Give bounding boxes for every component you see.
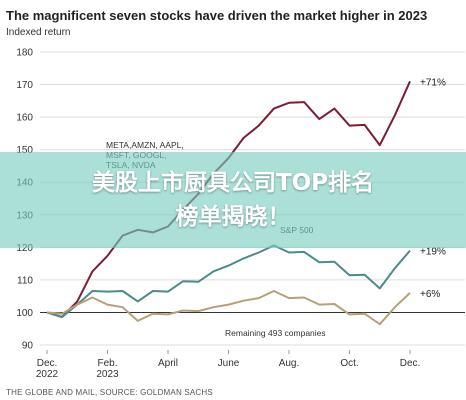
series-line	[46, 244, 411, 318]
y-tick-label: 120	[16, 243, 33, 254]
overlay-line-1: 美股上市厨具公司TOP排名	[91, 170, 375, 196]
x-axis-ticks: Dec. 2022 Feb. 2023 April June Aug. Oct. Dec.	[36, 350, 420, 380]
series-end-label: +19%	[420, 247, 446, 258]
series-annotation: META,AMZN, AAPL,	[106, 140, 184, 150]
y-tick-label: 170	[16, 80, 33, 91]
y-tick-label: 160	[16, 113, 33, 124]
x-tick-label: Aug.	[279, 358, 300, 369]
series-end-labels: +71% +19% +6%	[420, 77, 446, 300]
y-tick-label: 180	[16, 48, 33, 59]
y-tick-label: 90	[22, 341, 34, 352]
y-tick-label: 110	[17, 275, 33, 286]
chart-subtitle: Indexed return	[6, 27, 71, 38]
series-annotation: Remaining 493 companies	[225, 328, 326, 338]
overlay-line-2: 榜单揭晓！	[175, 204, 291, 230]
x-tick-label: Oct.	[340, 358, 358, 369]
x-tick-label: Dec. 2022	[36, 358, 59, 380]
chart-title: The magnificent seven stocks have driven…	[6, 8, 427, 23]
y-tick-label: 100	[16, 308, 33, 319]
overlay-banner: 美股上市厨具公司TOP排名 榜单揭晓！	[0, 152, 466, 248]
x-tick-label: April	[158, 358, 178, 369]
x-tick-label: Dec.	[400, 358, 421, 369]
x-tick-label: Feb. 2023	[96, 358, 119, 380]
series-end-label: +6%	[420, 289, 440, 300]
source-note: THE GLOBE AND MAIL, SOURCE: GOLDMAN SACH…	[6, 388, 213, 397]
series-line	[46, 290, 411, 326]
y-tick-label: 150	[16, 145, 33, 156]
x-tick-label: June	[218, 358, 240, 369]
series-end-label: +71%	[420, 77, 446, 88]
